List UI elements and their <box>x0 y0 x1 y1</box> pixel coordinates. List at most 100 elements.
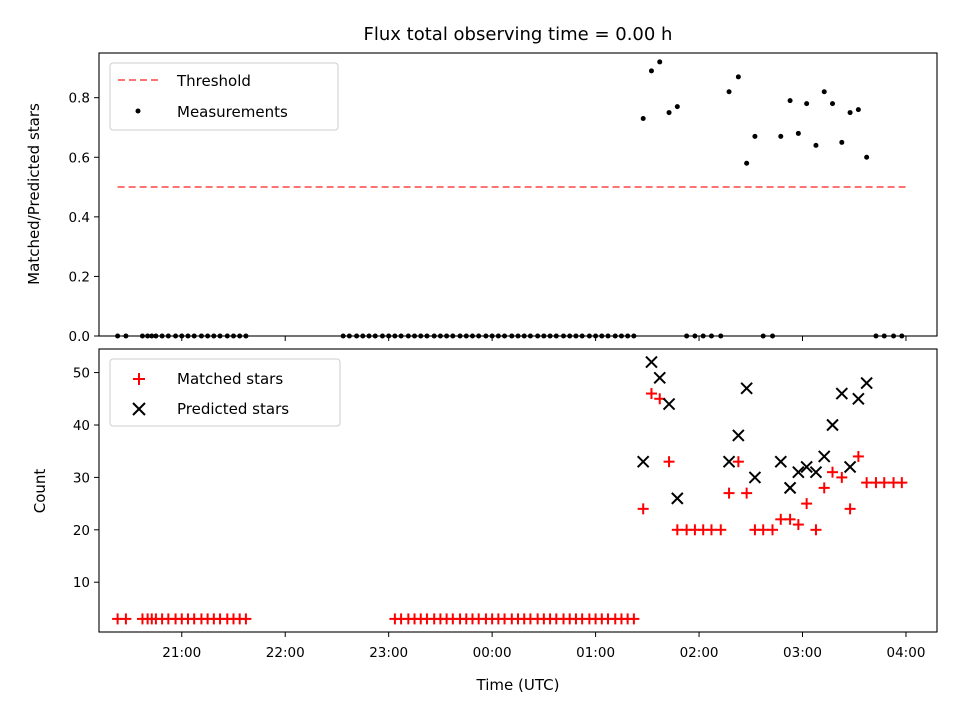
legend-measurements-swatch <box>135 108 141 114</box>
predicted-stars-point <box>722 455 736 468</box>
matched-stars-point <box>810 524 822 536</box>
matched-stars-point <box>792 519 804 531</box>
predicted-stars-point <box>800 460 813 474</box>
legend-threshold-label: Threshold <box>176 72 251 90</box>
measurement-point <box>778 133 784 139</box>
predicted-stars-point <box>732 429 745 442</box>
x-axis-label: Time (UTC) <box>476 676 560 694</box>
matched-stars-point <box>827 466 839 478</box>
bottom-x-axis: 21:00 22:00 23:00 00:00 01:00 02:00 03:00 04:00 <box>162 632 925 661</box>
matched-stars-point <box>705 524 717 536</box>
top-x-ticks <box>181 336 907 341</box>
predicted-stars-point <box>792 465 805 479</box>
top-panel: 0.00.20.40.60.8 Matched/Predicted stars … <box>25 52 938 345</box>
bottom-legend: Matched stars Predicted stars <box>109 358 341 427</box>
matched-stars-point <box>741 487 753 499</box>
x-tick-label: 21:00 <box>162 645 201 661</box>
bottom-legend-box <box>109 358 341 427</box>
x-tick-label: 00:00 <box>473 645 512 661</box>
y-tick-label: 0.0 <box>69 329 90 345</box>
measurement-point <box>864 154 870 160</box>
measurement-point <box>804 101 810 107</box>
bottom-plot-area <box>112 355 908 625</box>
matched-stars-point <box>637 503 649 515</box>
predicted-stars-point <box>740 382 753 395</box>
matched-stars-point <box>715 524 727 536</box>
top-legend-box <box>109 62 339 131</box>
y-tick-label: 0.4 <box>69 210 90 226</box>
legend-matched-label: Matched stars <box>177 370 283 388</box>
x-tick-label: 22:00 <box>266 645 305 661</box>
matched-stars-point <box>775 513 787 525</box>
predicted-stars-point <box>774 455 787 468</box>
predicted-stars-point <box>826 418 839 432</box>
matched-stars-point <box>120 613 132 625</box>
matched-stars-point <box>767 524 779 536</box>
bottom-y-axis-label: Count <box>31 469 49 514</box>
measurement-point <box>839 139 845 145</box>
measurement-point <box>648 68 654 74</box>
chart-title: Flux total observing time = 0.00 h <box>364 24 673 45</box>
predicted-stars-point <box>818 450 831 463</box>
y-tick-label: 0.6 <box>69 150 90 166</box>
bottom-panel: 10 20 30 40 50 21:00 22:00 23:00 00:00 01:00 02:0… <box>31 348 938 694</box>
matched-stars-point <box>818 482 830 494</box>
y-tick-label: 0.8 <box>69 91 90 107</box>
matched-stars-point <box>852 450 864 462</box>
top-y-axis-label: Matched/Predicted stars <box>25 103 43 285</box>
top-y-axis: 0.0 0.2 0.4 0.6 0.8 <box>69 91 99 345</box>
x-tick-label: 23:00 <box>369 645 408 661</box>
y-tick-label: 10 <box>73 575 90 591</box>
x-tick-label: 02:00 <box>680 645 719 661</box>
measurement-point <box>855 107 861 113</box>
measurement-point <box>666 110 672 116</box>
matched-stars-point <box>628 613 640 625</box>
measurement-point <box>787 98 793 104</box>
measurement-point <box>726 89 732 95</box>
matched-stars-point <box>663 456 675 468</box>
legend-predicted-label: Predicted stars <box>177 400 289 418</box>
y-tick-label: 20 <box>73 523 90 539</box>
matched-stars-point <box>784 513 796 525</box>
measurement-point <box>821 89 827 95</box>
matched-stars-point <box>723 487 735 499</box>
predicted-stars-point <box>783 481 797 495</box>
y-tick-label: 40 <box>73 418 90 434</box>
legend-measurements-label: Measurements <box>177 103 288 121</box>
measurement-point <box>830 101 836 107</box>
legend-matched-swatch <box>133 373 145 385</box>
matched-stars-point <box>671 524 683 536</box>
matched-stars-point <box>896 477 908 489</box>
predicted-stars-point <box>843 460 857 474</box>
predicted-stars-point <box>653 371 666 385</box>
y-tick-label: 0.2 <box>69 269 90 285</box>
measurement-point <box>847 110 853 116</box>
x-tick-label: 01:00 <box>576 645 615 661</box>
predicted-stars-point <box>645 355 658 369</box>
predicted-stars-point <box>835 387 849 400</box>
predicted-stars-point <box>809 465 823 479</box>
measurement-point <box>674 104 680 110</box>
bottom-y-axis: 10 20 30 40 50 <box>73 366 99 591</box>
bottom-axes-frame <box>98 348 938 633</box>
matched-stars-point <box>844 503 856 515</box>
measurement-point <box>752 133 758 139</box>
measurement-point <box>735 74 741 80</box>
x-tick-label: 03:00 <box>783 645 822 661</box>
x-tick-label: 04:00 <box>887 645 926 661</box>
predicted-stars-point <box>852 392 865 405</box>
matched-stars-point <box>757 524 769 536</box>
matched-stars-point <box>801 498 813 510</box>
matched-stars-point <box>861 477 873 489</box>
matched-stars-point <box>836 471 848 483</box>
y-tick-label: 50 <box>73 366 90 382</box>
measurement-point <box>813 142 819 148</box>
y-tick-label: 30 <box>73 470 90 486</box>
predicted-stars-point <box>748 471 762 484</box>
predicted-stars-point <box>671 492 684 505</box>
top-axes-frame <box>98 52 938 337</box>
top-legend: Threshold Measurements <box>109 62 339 131</box>
matched-stars-point <box>240 613 252 625</box>
matched-stars-point <box>878 477 890 489</box>
